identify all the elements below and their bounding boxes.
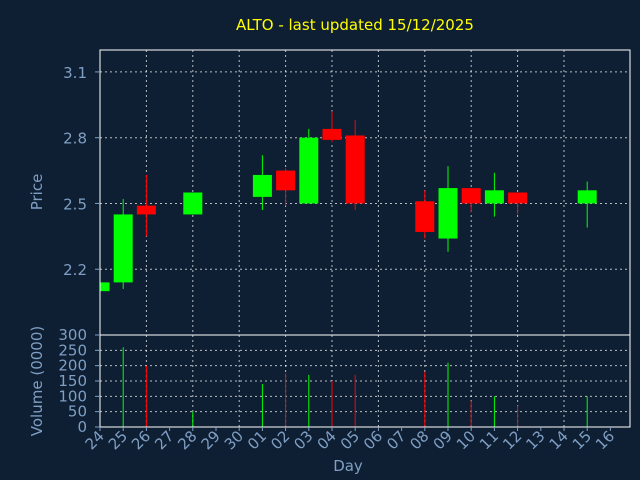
price-tick-label: 2.8 [63,130,87,148]
volume-tick-label: 200 [58,357,87,375]
candle-body [276,170,296,191]
price-grid [100,50,630,335]
price-panel: 2.2 2.5 2.8 3.1 Price [28,49,631,336]
candle-body [484,190,504,204]
candle-body [322,128,342,140]
chart-title: ALTO - last updated 15/12/2025 [236,16,474,34]
candle-body [100,282,110,292]
candle-body [415,201,435,232]
x-axis: 2425262728293001020304050607080910111213… [82,427,618,453]
volume-grid [100,334,630,428]
volume-axis-label: Volume (0000) [28,326,46,436]
candle-body [252,174,272,197]
volume-bars [99,347,588,427]
candle-body [461,188,481,204]
price-tick-label: 2.5 [63,195,87,213]
x-axis-label: Day [333,457,363,475]
volume-tick-label: 50 [68,403,87,421]
x-tick-label: 16 [592,427,618,453]
volume-tick-label: 150 [58,372,87,390]
candle-body [183,192,203,215]
volume-tick-label: 300 [58,326,87,344]
volume-tick-label: 0 [77,418,87,436]
candle-body [577,190,597,204]
candle-body [345,135,365,204]
price-frame [99,49,631,336]
price-axis-label: Price [28,174,46,211]
volume-tick-label: 250 [58,341,87,359]
price-tick-label: 2.2 [63,261,87,279]
candle-body [299,137,319,204]
price-tick-label: 3.1 [63,64,87,82]
candle-body [508,192,528,204]
candle-body [438,188,458,239]
candle-body [113,214,133,283]
price-axis: 2.2 2.5 2.8 3.1 [63,64,100,279]
candle-body [136,205,156,215]
price-candles [99,111,597,292]
volume-tick-label: 100 [58,387,87,405]
